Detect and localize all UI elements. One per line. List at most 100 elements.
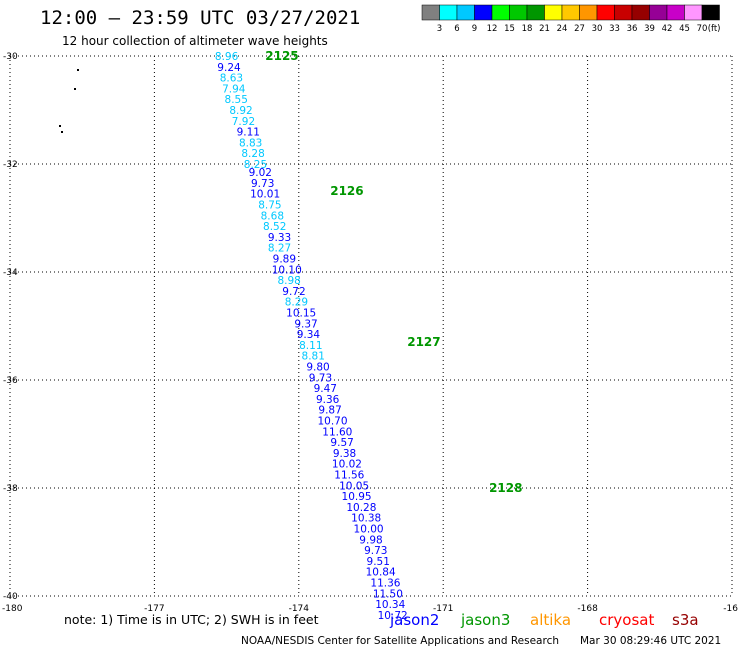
swh-point-label: 8.29	[285, 297, 308, 309]
y-tick-label: -36	[3, 376, 18, 386]
colorbar-swatch	[614, 4, 633, 21]
swh-point-label: 9.11	[237, 127, 260, 139]
satellite-legend-entry: cryosat	[599, 611, 654, 629]
land-speck	[59, 125, 61, 127]
track-cycle-label: 2127	[407, 335, 440, 349]
colorbar-tick-label: 3	[437, 24, 442, 34]
colorbar-tick-label: 9	[472, 24, 477, 34]
swh-point-label: 8.63	[220, 73, 243, 85]
x-tick-label: -16	[723, 604, 738, 614]
colorbar-swatch	[421, 4, 440, 21]
y-tick-label: -32	[3, 160, 18, 170]
colorbar-tick-label: 6	[454, 24, 459, 34]
colorbar-swatch	[666, 4, 685, 21]
colorbar-legend: 3 6 9 12 15 18 21 24 27 30 33 36 39 42 45 70 (ft)	[421, 4, 721, 34]
swh-point-label: 8.98	[277, 275, 300, 287]
y-tick-label: -38	[3, 484, 18, 494]
satellite-legend-entry: jason3	[460, 611, 510, 629]
swh-point-label: 7.94	[222, 83, 246, 95]
colorbar-swatch	[509, 4, 528, 21]
swh-point-label: 9.73	[309, 372, 332, 384]
swh-point-label: 10.00	[354, 524, 384, 536]
colorbar-tick-label: 70	[697, 24, 708, 34]
colorbar-swatch	[474, 4, 493, 21]
y-tick-label: -40	[3, 592, 18, 602]
swh-point-label: 10.72	[378, 610, 408, 622]
swh-point-label: 10.70	[317, 416, 347, 428]
y-axis-tick-labels: -30 -32 -34 -36 -38 -40	[3, 52, 18, 602]
swh-point-label: 11.56	[334, 470, 364, 482]
colorbar-tick-label: 18	[522, 24, 533, 34]
colorbar-swatch	[526, 4, 545, 21]
swh-point-label: 8.92	[229, 105, 252, 117]
swh-point-label: 8.68	[261, 210, 284, 222]
swh-point-label: 8.81	[302, 351, 325, 363]
colorbar-swatch	[491, 4, 510, 21]
x-tick-label: -174	[289, 604, 310, 614]
swh-point-label: 11.60	[322, 426, 352, 438]
colorbar-swatch	[701, 4, 720, 21]
swh-point-label: 9.37	[294, 318, 317, 330]
swh-point-label: 9.38	[333, 448, 356, 460]
swh-point-label: 8.25	[244, 159, 267, 171]
colorbar-swatch	[439, 4, 458, 21]
swh-point-label: 9.73	[364, 545, 387, 557]
swh-point-label: 9.98	[359, 534, 382, 546]
colorbar-swatch	[649, 4, 668, 21]
swh-point-label: 11.36	[370, 578, 400, 590]
track-cycle-label: 2128	[489, 481, 522, 495]
x-axis-tick-labels: -180 -177 -174 -171 -168 -16	[2, 604, 738, 614]
colorbar-tick-label: 24	[557, 24, 568, 34]
track-cycle-markers: 2125 2126 2127 2128	[265, 49, 522, 495]
chart-subtitle: 12 hour collection of altimeter wave hei…	[62, 34, 328, 48]
track-cycle-label: 2125	[265, 49, 298, 63]
swh-point-label: 10.28	[346, 502, 376, 514]
colorbar-tick-label: 39	[644, 24, 655, 34]
swh-point-label: 10.10	[272, 264, 302, 276]
swh-point-label: 8.83	[239, 137, 262, 149]
x-tick-label: -177	[144, 604, 164, 614]
colorbar-tick-label: 45	[679, 24, 690, 34]
map-grid	[9, 55, 733, 597]
colorbar-tick-label: 42	[662, 24, 673, 34]
x-tick-label: -180	[2, 604, 23, 614]
colorbar-tick-label: 12	[487, 24, 498, 34]
satellite-legend-entry: altika	[530, 611, 571, 629]
colorbar-tick-label: 30	[592, 24, 603, 34]
colorbar-tick-label: 15	[504, 24, 515, 34]
colorbar-swatch	[631, 4, 650, 21]
swh-point-label: 9.47	[314, 383, 337, 395]
land-speck	[61, 131, 63, 133]
swh-point-label: 7.92	[232, 116, 255, 128]
colorbar-swatch	[684, 4, 703, 21]
swh-point-label: 8.11	[299, 340, 322, 352]
colorbar-swatch	[544, 4, 563, 21]
swh-point-label: 9.73	[251, 178, 274, 190]
swh-point-label: 10.38	[351, 513, 381, 525]
chart-title: 12:00 – 23:59 UTC 03/27/2021	[40, 7, 360, 29]
swh-point-label: 10.15	[286, 308, 316, 320]
swh-point-label: 10.95	[342, 491, 372, 503]
satellite-legend-entry: jason2	[389, 611, 439, 629]
swh-point-label: 9.33	[268, 232, 291, 244]
swh-point-label: 9.24	[217, 62, 241, 74]
satellite-legend-entry: s3a	[672, 611, 699, 629]
swh-point-label: 9.72	[282, 286, 305, 298]
y-tick-label: -34	[3, 268, 18, 278]
colorbar-tick-label: 21	[539, 24, 550, 34]
swh-point-label: 10.02	[332, 459, 362, 471]
land-speck	[77, 69, 79, 71]
swh-point-label: 9.02	[249, 167, 272, 179]
swh-point-label: 10.34	[375, 599, 405, 611]
swh-point-label: 10.01	[250, 189, 280, 201]
swh-point-label: 8.75	[258, 200, 281, 212]
colorbar-swatch	[596, 4, 615, 21]
map-land-specks	[59, 69, 79, 133]
swh-point-label: 9.51	[367, 556, 390, 568]
footer-timestamp: Mar 30 08:29:46 UTC 2021	[580, 635, 721, 647]
swh-point-label: 9.34	[297, 329, 321, 341]
swh-point-label: 8.52	[263, 221, 286, 233]
swh-point-label: 10.05	[339, 480, 369, 492]
